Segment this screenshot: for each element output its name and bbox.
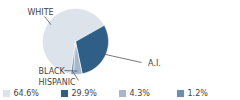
svg-text:29.9%: 29.9% — [72, 89, 98, 98]
svg-text:WHITE: WHITE — [27, 8, 53, 17]
svg-text:64.6%: 64.6% — [14, 89, 40, 98]
svg-text:1.2%: 1.2% — [188, 89, 209, 98]
svg-text:HISPANIC: HISPANIC — [39, 78, 77, 87]
svg-text:BLACK: BLACK — [39, 67, 66, 76]
svg-text:A.I.: A.I. — [148, 59, 161, 68]
svg-text:4.3%: 4.3% — [130, 89, 151, 98]
